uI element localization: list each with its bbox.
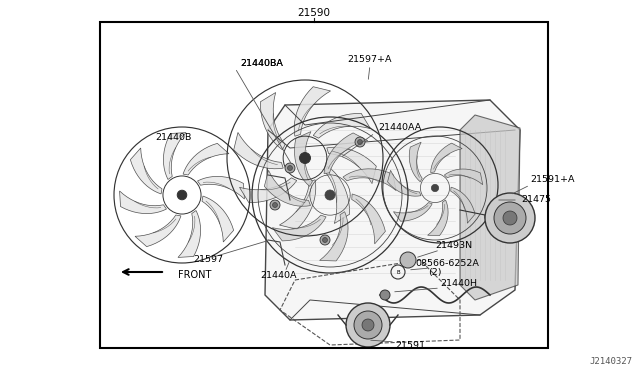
Text: 21591: 21591 [395,340,425,350]
Circle shape [354,311,382,339]
Circle shape [355,137,365,147]
Text: 21475: 21475 [521,196,551,205]
Text: 21440B: 21440B [155,134,191,142]
Circle shape [503,211,517,225]
Circle shape [494,202,526,234]
Polygon shape [234,132,284,169]
Bar [100,22,548,348]
Polygon shape [183,143,229,175]
Polygon shape [444,169,483,185]
Polygon shape [260,93,285,150]
Circle shape [346,303,390,347]
Polygon shape [264,170,310,206]
Polygon shape [135,215,181,247]
Text: J2140327: J2140327 [589,357,632,366]
Circle shape [400,252,416,268]
Text: 21440A: 21440A [260,270,296,279]
Text: 21591+A: 21591+A [530,176,575,185]
Polygon shape [324,133,368,174]
Circle shape [270,200,280,210]
Text: 08566-6252A: 08566-6252A [415,259,479,267]
Polygon shape [202,196,234,242]
Text: 21493N: 21493N [435,241,472,250]
Text: FRONT: FRONT [178,270,211,280]
Polygon shape [280,180,316,229]
Text: 21597+A: 21597+A [348,55,392,64]
Polygon shape [431,143,462,173]
Circle shape [323,237,328,243]
Circle shape [362,319,374,331]
Polygon shape [131,148,162,194]
Polygon shape [460,115,520,300]
Circle shape [431,185,438,192]
Polygon shape [273,215,326,241]
Polygon shape [327,147,376,183]
Polygon shape [325,166,349,224]
Polygon shape [313,113,371,138]
Circle shape [485,193,535,243]
Circle shape [287,166,292,170]
Polygon shape [451,187,475,223]
Text: (2): (2) [428,269,442,278]
Text: 21440BA: 21440BA [240,60,283,68]
Polygon shape [294,132,312,186]
Polygon shape [388,170,421,196]
Polygon shape [319,212,348,261]
Polygon shape [352,194,385,244]
Polygon shape [410,142,422,182]
Polygon shape [294,87,331,136]
Polygon shape [120,191,166,214]
Polygon shape [428,200,448,235]
Polygon shape [239,178,297,203]
Polygon shape [394,203,432,221]
Polygon shape [178,211,200,257]
Text: 21440AA: 21440AA [378,124,421,132]
Circle shape [177,190,187,200]
Circle shape [358,140,362,144]
Circle shape [273,202,278,208]
Text: 21440H: 21440H [440,279,477,289]
Circle shape [285,163,295,173]
Circle shape [320,235,330,245]
Polygon shape [343,169,396,190]
Text: 21440ΒA: 21440ΒA [240,60,283,68]
Circle shape [325,190,335,200]
Circle shape [300,153,310,163]
Polygon shape [198,176,244,199]
Circle shape [380,290,390,300]
Text: 21597: 21597 [193,256,223,264]
Text: 21590: 21590 [298,8,330,18]
Text: B: B [396,269,400,275]
Polygon shape [163,132,186,179]
Polygon shape [265,100,520,320]
